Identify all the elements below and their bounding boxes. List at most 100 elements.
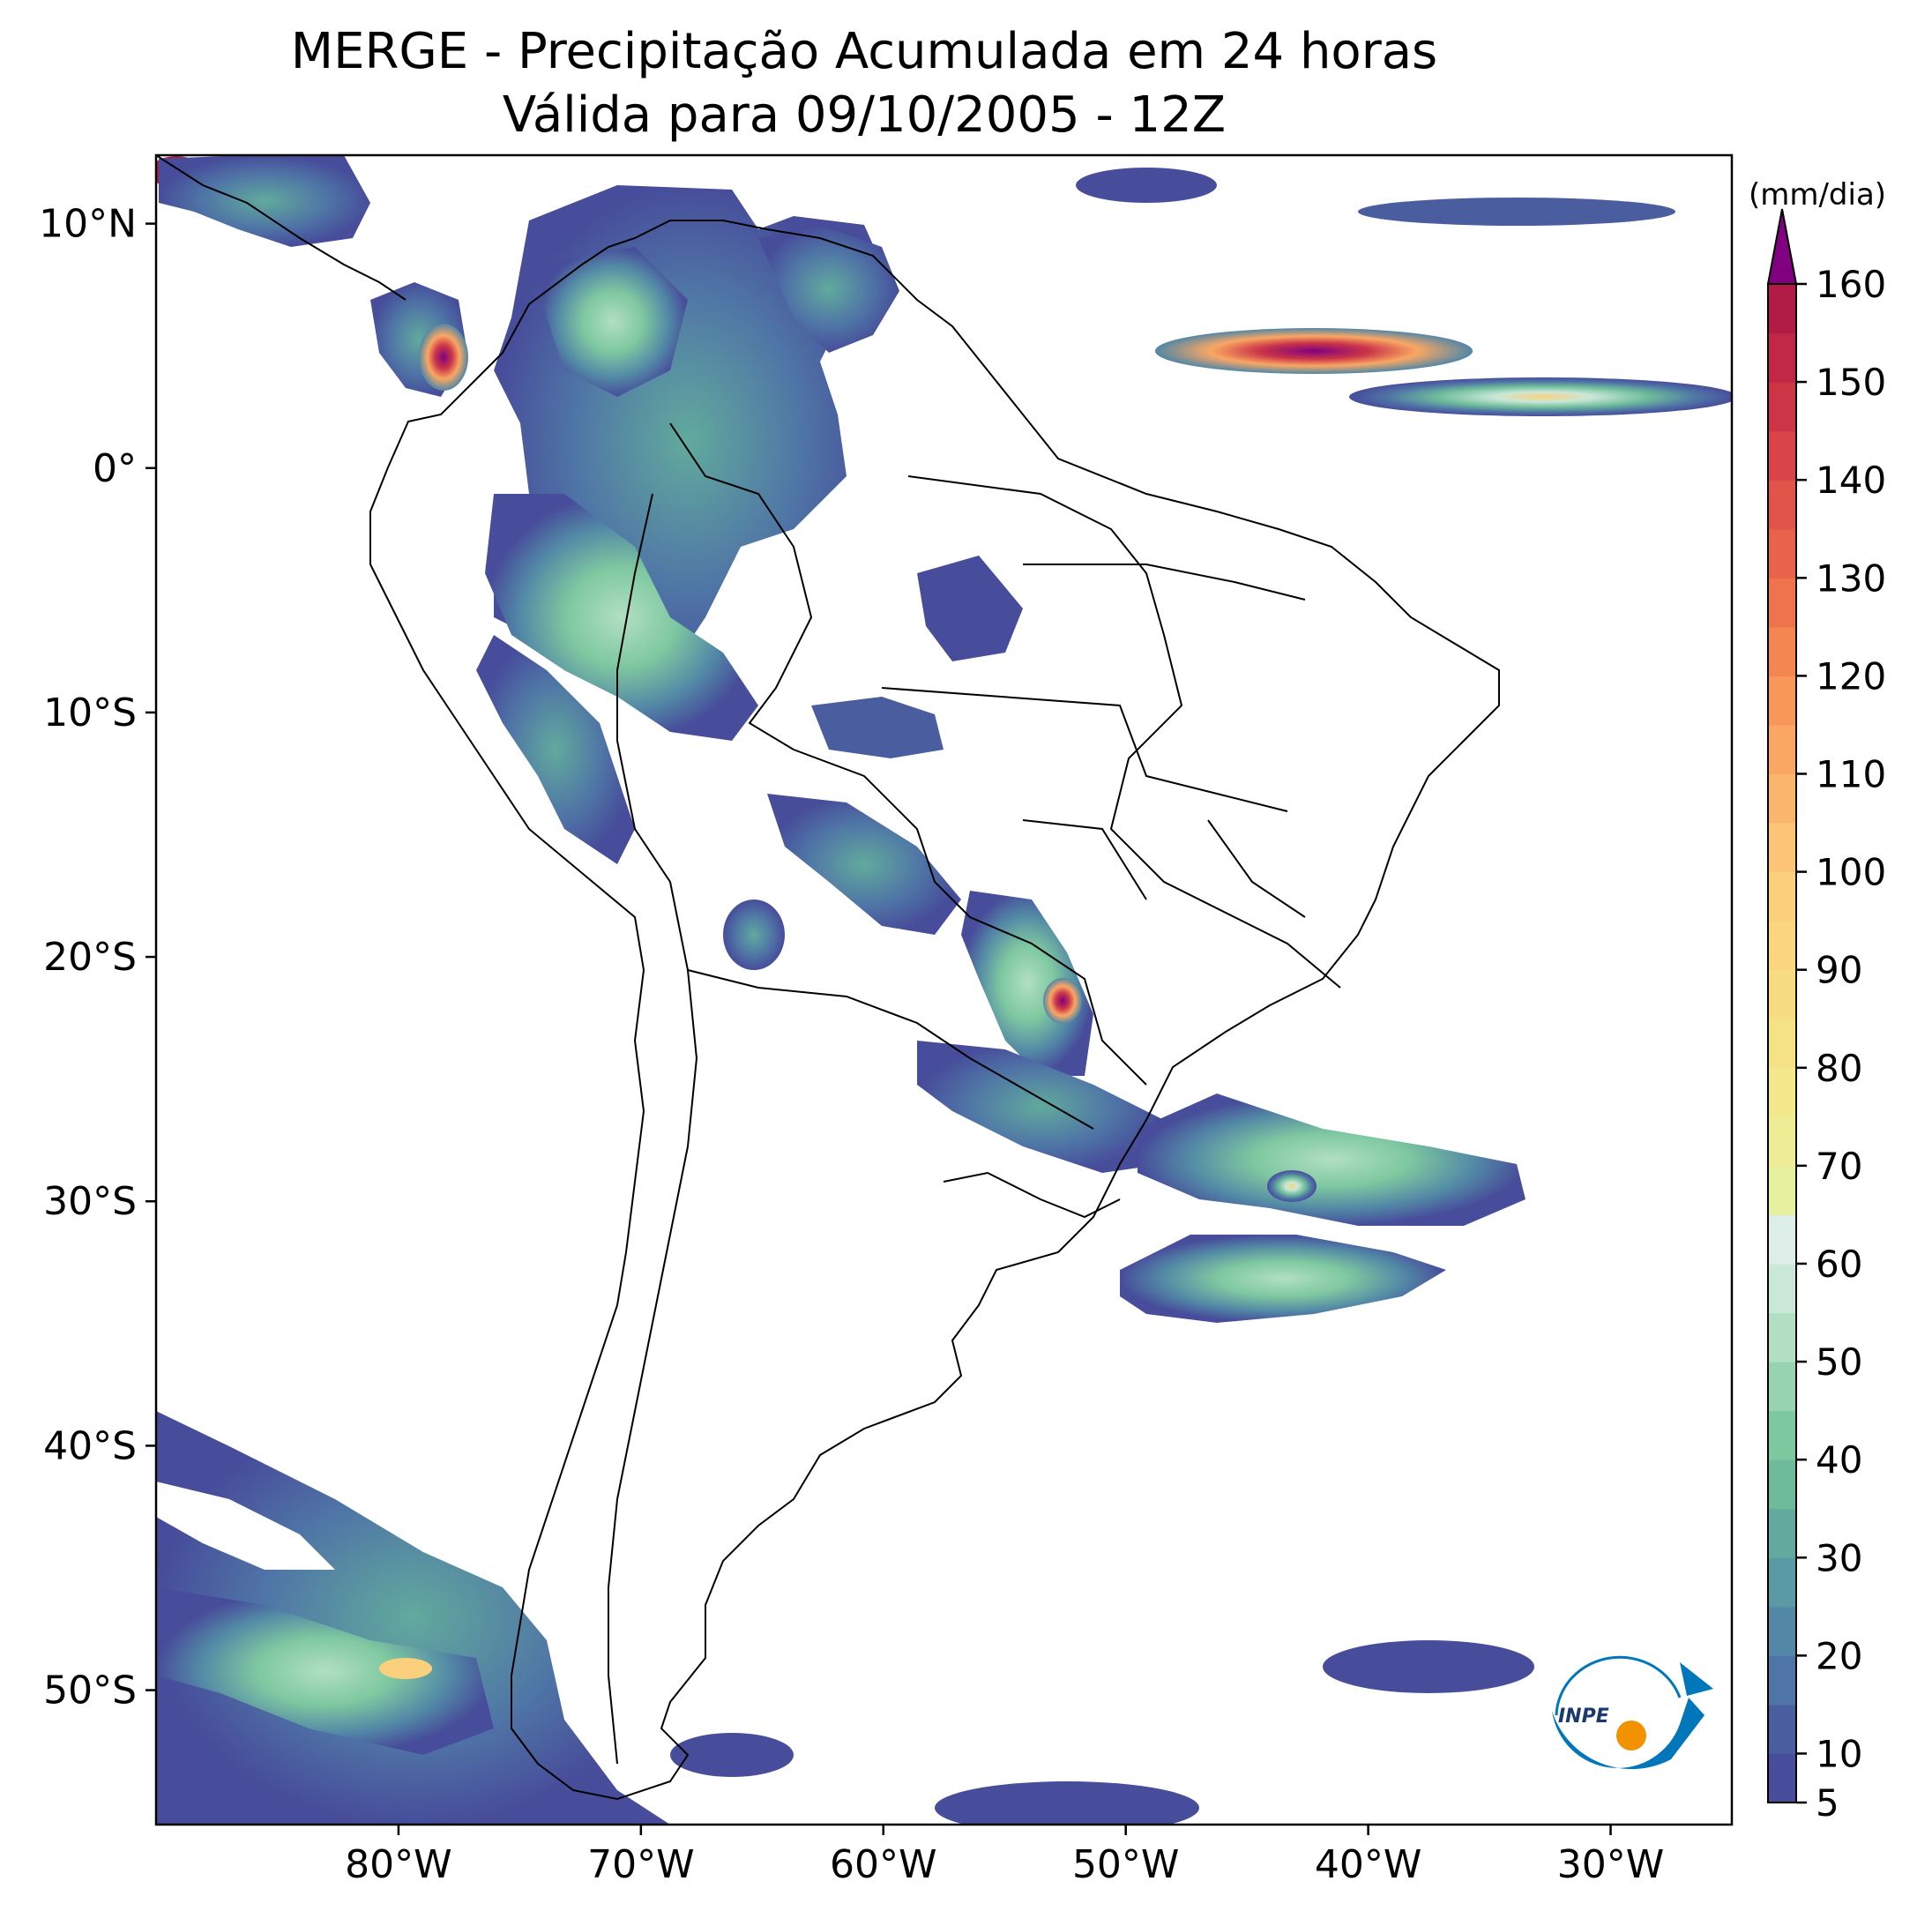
colorbar-band <box>1768 823 1796 873</box>
colorbar-band <box>1768 1116 1796 1167</box>
lon-tick-label: 40°W <box>1315 1842 1422 1887</box>
lon-tick-label: 60°W <box>830 1842 937 1887</box>
precip-peru-highland <box>485 494 758 741</box>
lon-tick-label: 30°W <box>1557 1842 1665 1887</box>
colorbar-band <box>1768 1508 1796 1558</box>
colorbar-tick-label: 10 <box>1816 1732 1862 1775</box>
colorbar-tick-label: 160 <box>1816 263 1886 306</box>
precip-itcz-b <box>1349 377 1732 416</box>
colorbar-band <box>1768 1019 1796 1069</box>
colorbar-band <box>1768 332 1796 383</box>
precip-uruguay-offshore <box>1120 1235 1446 1323</box>
logo-sun-icon <box>1616 1721 1646 1751</box>
colorbar-tick-label: 50 <box>1816 1340 1862 1384</box>
map-title: MERGE - Precipitação Acumulada em 24 hor… <box>290 23 1438 80</box>
colorbar-tick-label: 20 <box>1816 1634 1862 1677</box>
precip-atlantic-peak <box>1267 1170 1317 1202</box>
precipitation-field <box>156 155 1732 1825</box>
colorbar-tick-label: 150 <box>1816 361 1886 404</box>
precip-itcz-c <box>1358 198 1675 226</box>
colorbar-tick-label: 60 <box>1816 1243 1862 1286</box>
colorbar-band <box>1768 969 1796 1019</box>
colorbar-band <box>1768 676 1796 726</box>
colorbar-tick-label: 140 <box>1816 459 1886 502</box>
central-america-coast <box>156 155 407 301</box>
precip-paraguay-parana <box>961 891 1093 1076</box>
precip-peru-bolivia <box>476 635 635 864</box>
lat-tick-label: 20°S <box>43 935 137 980</box>
map-subtitle: Válida para 09/10/2005 - 12Z <box>502 86 1227 144</box>
colorbar-band <box>1768 1704 1796 1755</box>
lat-tick-label: 50°S <box>43 1668 137 1713</box>
colorbar-extend-arrow <box>1766 208 1798 285</box>
colorbar-band <box>1768 1362 1796 1412</box>
colorbar-band <box>1768 1312 1796 1362</box>
colorbar-tick-label: 100 <box>1816 851 1886 894</box>
longitude-axis: 80°W 70°W 60°W 50°W 40°W 30°W <box>345 1825 1664 1887</box>
colorbar-band <box>1768 1655 1796 1706</box>
precip-mato-grosso <box>811 697 944 758</box>
colorbar: 5 10 20 30 40 50 60 70 80 90 100 110 120 130 140 150 160… <box>1749 177 1886 1825</box>
colorbar-band <box>1768 1067 1796 1117</box>
andes-border <box>608 493 698 1765</box>
colorbar-tick-label: 70 <box>1816 1145 1862 1188</box>
logo-arrow-icon <box>1680 1662 1713 1696</box>
colorbar-tick-label: 110 <box>1816 752 1886 795</box>
colorbar-band <box>1768 724 1796 775</box>
logo-text: INPE <box>1558 1706 1609 1728</box>
colorbar-band <box>1768 1753 1796 1803</box>
colorbar-band <box>1768 1214 1796 1265</box>
precip-pacific-peak <box>379 1658 432 1679</box>
colorbar-ticks: 5 10 20 30 40 50 60 70 80 90 100 110 120 130 140 150 160 <box>1796 263 1886 1825</box>
argentina-north-border <box>687 969 1094 1130</box>
colorbar-tick-label: 80 <box>1816 1047 1862 1090</box>
colorbar-band <box>1768 480 1796 530</box>
precip-venezuela-east <box>758 225 899 353</box>
inpe-logo: INPE <box>1552 1655 1713 1770</box>
lon-tick-label: 70°W <box>587 1842 695 1887</box>
colorbar-band <box>1768 284 1796 334</box>
colorbar-tick-label: 30 <box>1816 1536 1862 1579</box>
logo-swoosh <box>1552 1698 1704 1770</box>
precip-itcz-d <box>1076 168 1217 203</box>
colorbar-band <box>1768 382 1796 432</box>
colorbar-band <box>1768 430 1796 481</box>
colorbar-band <box>1768 1557 1796 1608</box>
precip-pacific-gap <box>156 1482 335 1570</box>
south-america-coastline <box>369 220 1500 1801</box>
lat-tick-label: 40°S <box>43 1423 137 1468</box>
colorbar-tick-label: 40 <box>1816 1438 1862 1482</box>
colorbar-band <box>1768 626 1796 676</box>
precip-bolivia-east <box>767 794 961 935</box>
map-panel <box>156 155 1732 1825</box>
precip-atlantic-south <box>1138 1094 1525 1226</box>
lat-tick-label: 10°N <box>39 202 137 247</box>
colorbar-unit-label: (mm/dia) <box>1749 177 1886 213</box>
precip-south-brazil <box>917 1041 1164 1173</box>
precip-amazon-east <box>917 556 1023 661</box>
colorbar-band <box>1768 1459 1796 1510</box>
map-background <box>156 155 1732 1825</box>
lon-tick-label: 50°W <box>1072 1842 1180 1887</box>
colorbar-frame <box>1767 283 1797 1803</box>
precip-itcz-a <box>1155 328 1473 374</box>
lat-tick-label: 0° <box>93 446 137 491</box>
precip-parana-peak <box>1043 978 1082 1024</box>
precip-chaco <box>723 900 785 970</box>
colorbar-tick-label: 130 <box>1816 556 1886 600</box>
precip-central-america <box>159 155 370 247</box>
precip-south-atlantic-blob <box>1323 1640 1534 1693</box>
brazil-states <box>881 475 1341 989</box>
map-frame <box>154 153 1734 1826</box>
latitude-axis: 10°N 0° 10°S 20°S 30°S 40°S 50°S <box>39 202 156 1713</box>
colorbar-band <box>1768 528 1796 579</box>
lat-tick-label: 10°S <box>43 690 137 735</box>
colorbar-tick-label: 120 <box>1816 654 1886 698</box>
colorbar-tick-label: 90 <box>1816 949 1862 992</box>
precip-malvinas-blob <box>935 1781 1199 1825</box>
colorbar-band <box>1768 1410 1796 1460</box>
brazil-border <box>669 422 1147 1086</box>
logo-orbit <box>1555 1655 1682 1716</box>
colorbar-bands <box>1768 284 1796 1803</box>
